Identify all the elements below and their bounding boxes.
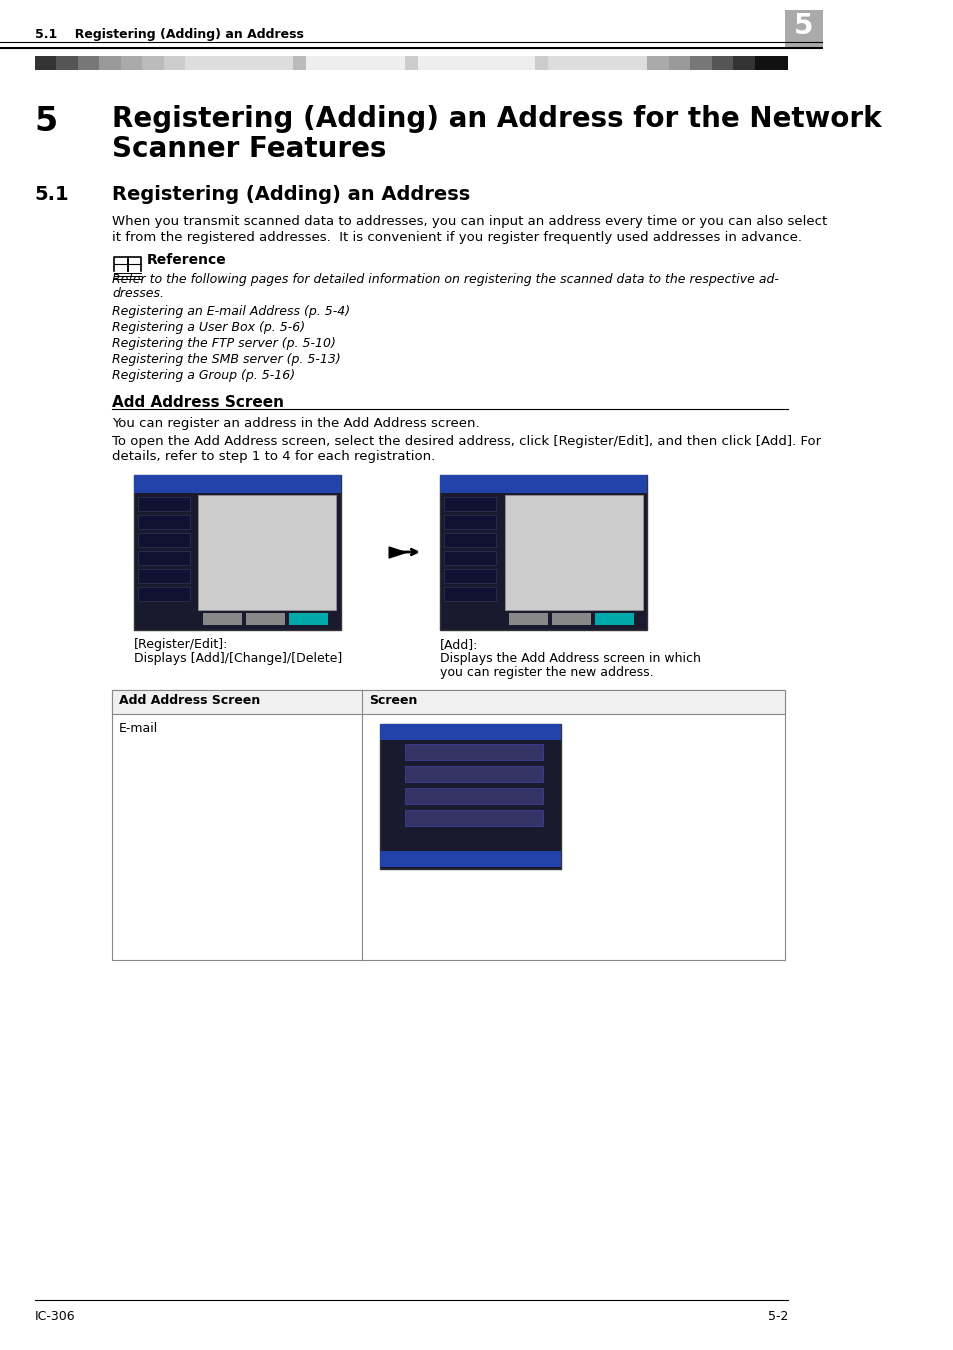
Text: IC-306: IC-306: [34, 1310, 75, 1323]
Bar: [444, 533, 496, 547]
Bar: [439, 475, 646, 493]
Bar: [379, 850, 560, 867]
Text: Registering a User Box (p. 5-6): Registering a User Box (p. 5-6): [112, 321, 305, 333]
Text: 5-2: 5-2: [767, 1310, 787, 1323]
Bar: [646, 55, 668, 70]
Bar: [444, 551, 496, 566]
Bar: [198, 495, 336, 610]
Text: dresses.: dresses.: [112, 288, 164, 300]
Bar: [138, 587, 190, 601]
Text: Displays [Add]/[Change]/[Delete]: Displays [Add]/[Change]/[Delete]: [133, 652, 341, 666]
Text: Registering (Adding) an Address for the Network: Registering (Adding) an Address for the …: [112, 105, 881, 134]
Text: E-mail: E-mail: [119, 722, 158, 734]
Bar: [504, 495, 642, 610]
Bar: [418, 55, 535, 70]
Bar: [444, 514, 496, 529]
Bar: [99, 55, 121, 70]
Bar: [289, 613, 328, 625]
Bar: [142, 55, 164, 70]
Text: Screen: Screen: [369, 694, 417, 707]
Bar: [689, 55, 711, 70]
Bar: [668, 55, 689, 70]
Text: details, refer to step 1 to 4 for each registration.: details, refer to step 1 to 4 for each r…: [112, 450, 435, 463]
Bar: [444, 497, 496, 512]
Bar: [112, 690, 784, 960]
Bar: [405, 810, 543, 826]
Text: Registering the FTP server (p. 5-10): Registering the FTP server (p. 5-10): [112, 338, 335, 350]
Bar: [405, 55, 418, 70]
Bar: [289, 613, 328, 625]
Text: Registering (Adding) an Address: Registering (Adding) an Address: [112, 185, 470, 204]
Bar: [306, 55, 405, 70]
Bar: [405, 744, 543, 760]
Bar: [595, 613, 634, 625]
Bar: [379, 724, 560, 869]
Bar: [754, 55, 787, 70]
Bar: [34, 55, 56, 70]
Bar: [509, 613, 547, 625]
Text: Registering a Group (p. 5-16): Registering a Group (p. 5-16): [112, 369, 295, 382]
Text: [Register/Edit]:: [Register/Edit]:: [133, 639, 228, 651]
Bar: [535, 55, 547, 70]
Bar: [164, 55, 185, 70]
Bar: [112, 690, 784, 714]
Bar: [246, 613, 284, 625]
Bar: [133, 475, 340, 630]
Bar: [138, 551, 190, 566]
Bar: [552, 613, 590, 625]
Bar: [547, 55, 646, 70]
Text: [Add]:: [Add]:: [439, 639, 477, 651]
Text: Registering an E-mail Address (p. 5-4): Registering an E-mail Address (p. 5-4): [112, 305, 350, 319]
Bar: [379, 724, 560, 740]
Bar: [439, 475, 646, 630]
Text: Registering the SMB server (p. 5-13): Registering the SMB server (p. 5-13): [112, 352, 340, 366]
Text: you can register the new address.: you can register the new address.: [439, 666, 653, 679]
Bar: [733, 55, 754, 70]
Bar: [202, 613, 241, 625]
Text: 5.1    Registering (Adding) an Address: 5.1 Registering (Adding) an Address: [34, 28, 303, 40]
FancyBboxPatch shape: [784, 9, 822, 49]
Text: Displays the Add Address screen in which: Displays the Add Address screen in which: [439, 652, 700, 666]
Text: When you transmit scanned data to addresses, you can input an address every time: When you transmit scanned data to addres…: [112, 215, 826, 228]
Text: Reference: Reference: [147, 252, 226, 267]
Bar: [444, 568, 496, 583]
Bar: [405, 788, 543, 805]
Text: 5.1: 5.1: [34, 185, 69, 204]
Text: Add Address Screen: Add Address Screen: [119, 694, 260, 707]
Bar: [133, 475, 340, 493]
Text: Scanner Features: Scanner Features: [112, 135, 386, 163]
Text: To open the Add Address screen, select the desired address, click [Register/Edit: To open the Add Address screen, select t…: [112, 435, 821, 448]
Text: 5: 5: [34, 105, 58, 138]
Bar: [293, 55, 306, 70]
Bar: [595, 613, 634, 625]
Text: 5: 5: [794, 12, 813, 40]
Text: it from the registered addresses.  It is convenient if you register frequently u: it from the registered addresses. It is …: [112, 231, 801, 244]
Bar: [138, 533, 190, 547]
Bar: [138, 497, 190, 512]
Bar: [56, 55, 77, 70]
Bar: [711, 55, 733, 70]
Bar: [405, 765, 543, 782]
Text: You can register an address in the Add Address screen.: You can register an address in the Add A…: [112, 417, 479, 431]
Bar: [138, 514, 190, 529]
Text: Add Address Screen: Add Address Screen: [112, 396, 284, 410]
Bar: [77, 55, 99, 70]
Bar: [121, 55, 142, 70]
Text: Refer to the following pages for detailed information on registering the scanned: Refer to the following pages for detaile…: [112, 273, 779, 286]
Bar: [185, 55, 293, 70]
Bar: [138, 568, 190, 583]
Bar: [444, 587, 496, 601]
